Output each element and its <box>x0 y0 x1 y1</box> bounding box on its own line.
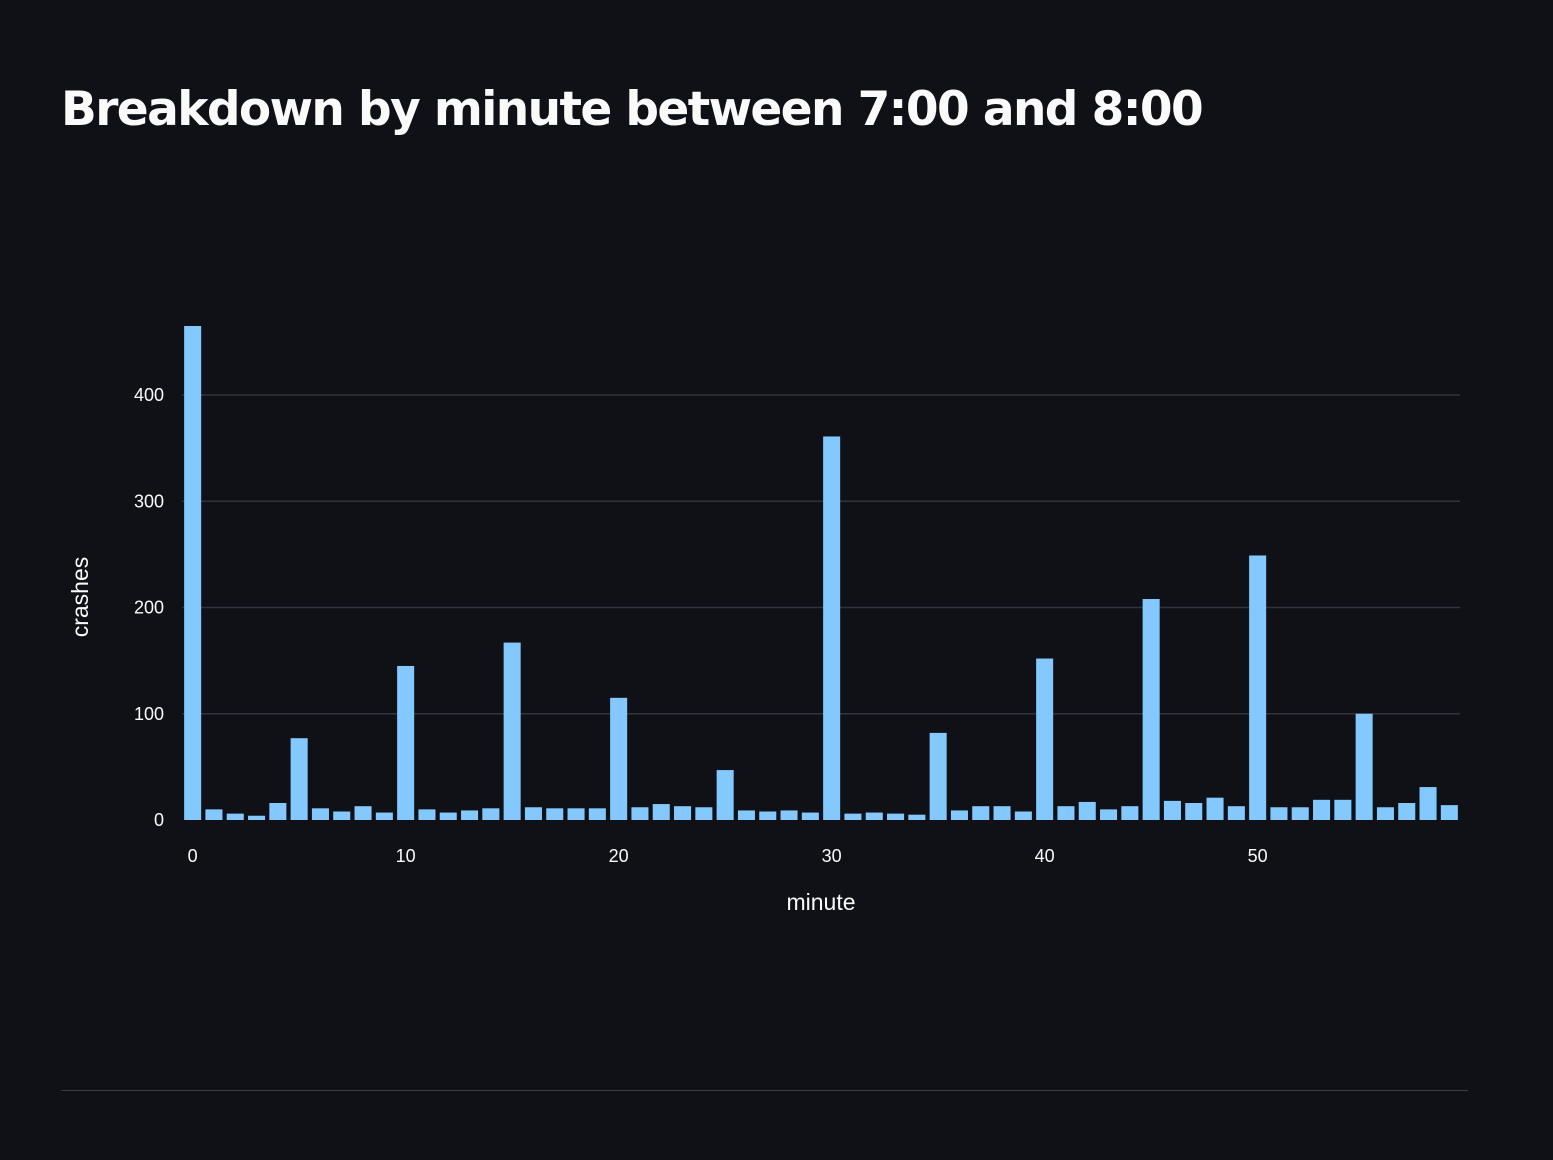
y-tick-label: 0 <box>154 810 164 830</box>
bar-minute-11[interactable] <box>418 809 436 820</box>
bar-minute-5[interactable] <box>290 738 308 820</box>
bar-minute-38[interactable] <box>993 806 1011 820</box>
bar-minute-30[interactable] <box>823 436 841 820</box>
y-tick-label: 200 <box>134 598 164 618</box>
y-axis-title: crashes <box>67 557 93 638</box>
page-title: Breakdown by minute between 7:00 and 8:0… <box>61 82 1204 137</box>
bar-minute-43[interactable] <box>1100 809 1118 820</box>
bar-minute-29[interactable] <box>801 812 819 820</box>
bar-minute-50[interactable] <box>1249 555 1267 820</box>
bar-minute-58[interactable] <box>1419 787 1437 820</box>
bar-minute-23[interactable] <box>674 806 692 820</box>
bar-minute-24[interactable] <box>695 807 713 820</box>
bar-minute-37[interactable] <box>972 806 990 820</box>
x-tick-label: 20 <box>609 846 629 866</box>
bar-minute-39[interactable] <box>1014 811 1032 820</box>
bar-minute-15[interactable] <box>503 642 521 820</box>
y-tick-label: 300 <box>134 491 164 511</box>
bar-minute-4[interactable] <box>269 803 287 820</box>
bar-minute-55[interactable] <box>1355 713 1373 820</box>
bar-minute-32[interactable] <box>865 812 883 820</box>
bar-minute-53[interactable] <box>1313 799 1331 820</box>
bar-minute-52[interactable] <box>1291 807 1309 820</box>
bar-minute-20[interactable] <box>610 697 628 820</box>
x-tick-label: 30 <box>822 846 842 866</box>
bar-minute-27[interactable] <box>759 811 777 820</box>
bars <box>184 326 1458 820</box>
x-tick-label: 40 <box>1035 846 1055 866</box>
bar-minute-18[interactable] <box>567 808 585 820</box>
x-tick-label: 0 <box>188 846 198 866</box>
bar-minute-41[interactable] <box>1057 806 1075 820</box>
x-axis-title: minute <box>786 889 855 915</box>
bar-minute-1[interactable] <box>205 809 223 820</box>
bar-minute-59[interactable] <box>1440 805 1458 820</box>
bar-minute-47[interactable] <box>1185 803 1203 820</box>
divider <box>61 1090 1468 1091</box>
bar-minute-16[interactable] <box>524 807 542 820</box>
bar-minute-36[interactable] <box>950 810 968 820</box>
bar-minute-44[interactable] <box>1121 806 1139 820</box>
bar-minute-28[interactable] <box>780 810 798 820</box>
bar-minute-21[interactable] <box>631 807 649 820</box>
bar-minute-10[interactable] <box>397 665 415 820</box>
x-tick-label: 50 <box>1248 846 1268 866</box>
grid-lines <box>182 394 1460 715</box>
bar-minute-3[interactable] <box>248 815 266 820</box>
bar-minute-42[interactable] <box>1078 801 1096 820</box>
bar-minute-46[interactable] <box>1163 800 1181 820</box>
bar-minute-34[interactable] <box>908 814 926 820</box>
y-tick-label: 100 <box>134 704 164 724</box>
bar-minute-57[interactable] <box>1398 803 1416 820</box>
bar-minute-7[interactable] <box>333 811 351 820</box>
bar-minute-0[interactable] <box>184 326 202 820</box>
bar-minute-2[interactable] <box>226 813 244 820</box>
bar-minute-17[interactable] <box>546 808 564 820</box>
bar-minute-40[interactable] <box>1036 658 1054 820</box>
bar-minute-14[interactable] <box>482 808 500 820</box>
x-tick-label: 10 <box>396 846 416 866</box>
bar-minute-19[interactable] <box>588 808 606 820</box>
bar-minute-49[interactable] <box>1227 806 1245 820</box>
bar-minute-31[interactable] <box>844 813 862 820</box>
bar-minute-51[interactable] <box>1270 807 1288 820</box>
bar-minute-22[interactable] <box>652 804 670 820</box>
bar-minute-45[interactable] <box>1142 599 1160 820</box>
bar-minute-9[interactable] <box>375 812 393 820</box>
bar-minute-56[interactable] <box>1376 807 1394 820</box>
bar-minute-25[interactable] <box>716 770 734 820</box>
bar-minute-54[interactable] <box>1334 799 1352 820</box>
bar-minute-35[interactable] <box>929 732 947 820</box>
bar-minute-8[interactable] <box>354 806 372 820</box>
y-tick-label: 400 <box>134 385 164 405</box>
bar-minute-33[interactable] <box>887 813 905 820</box>
bar-minute-48[interactable] <box>1206 797 1224 820</box>
bar-minute-6[interactable] <box>311 808 329 820</box>
bar-minute-26[interactable] <box>737 810 755 820</box>
tick-labels: 0 100 200 300 400 0 10 20 30 40 50 <box>134 385 1268 866</box>
bar-minute-13[interactable] <box>461 810 479 820</box>
bar-minute-12[interactable] <box>439 812 457 820</box>
